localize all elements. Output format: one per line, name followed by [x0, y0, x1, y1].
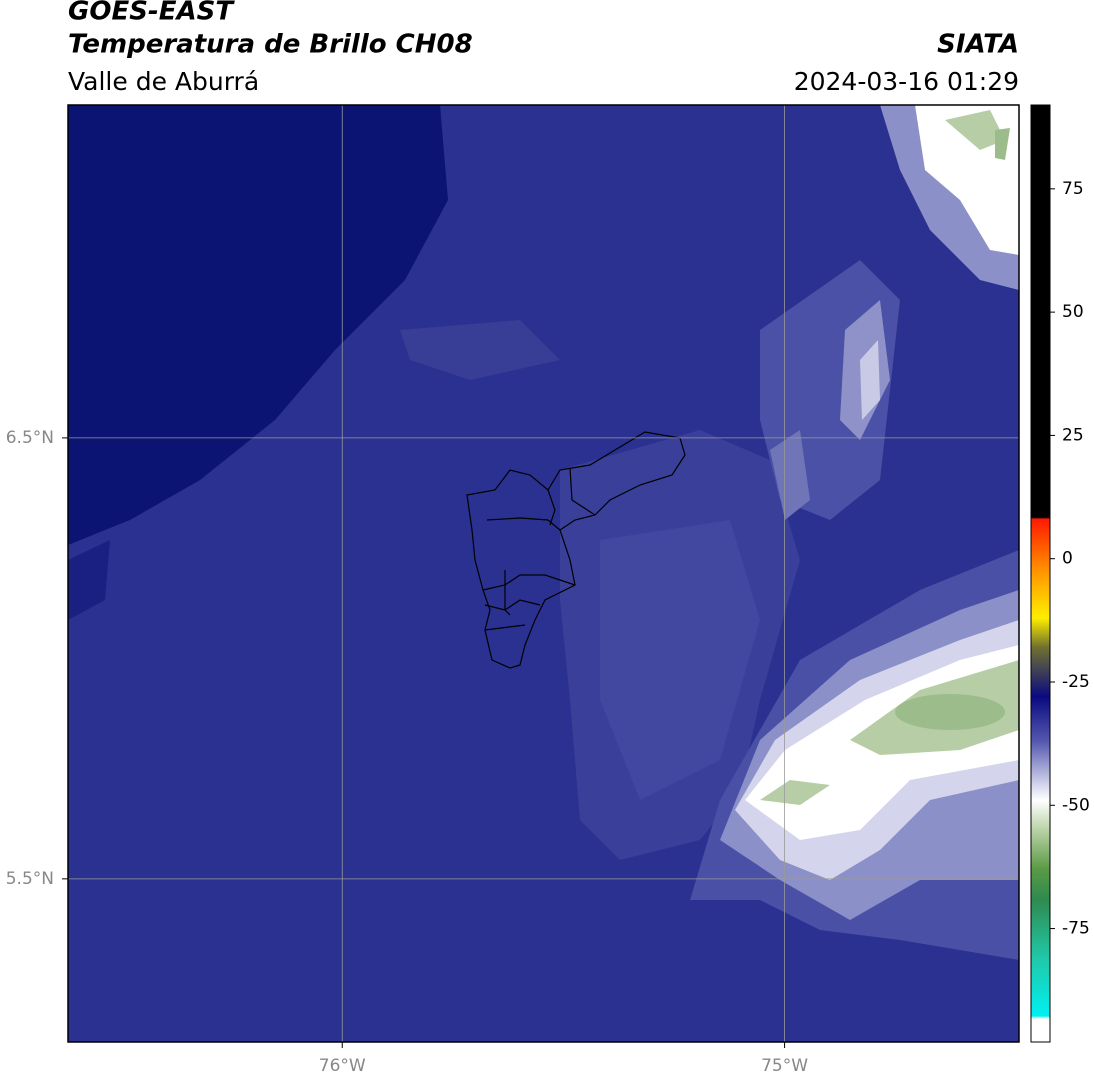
colorbar-tick-label: 75 — [1062, 179, 1084, 199]
title: GOES-EAST — [68, 0, 235, 27]
colorbar-tick-label: 25 — [1062, 425, 1084, 445]
valle-de-aburra-outline — [466, 431, 686, 669]
colorbar-tick-label: 50 — [1062, 302, 1084, 322]
source: SIATA — [937, 30, 1019, 60]
region: Valle de Aburrá — [68, 67, 259, 96]
x-tick-label: 75°W — [761, 1056, 808, 1076]
colorbar-frame — [1030, 104, 1051, 1043]
x-tick-label: 76°W — [319, 1056, 366, 1076]
y-tick-label: 5.5°N — [6, 869, 54, 889]
colorbar-fill — [1031, 105, 1050, 1042]
timestamp: 2024-03-16 01:29 — [794, 67, 1019, 96]
colorbar-tick-label: 0 — [1062, 549, 1073, 569]
colorbar-tick-label: -25 — [1062, 672, 1090, 692]
colorbar-tick-label: -50 — [1062, 795, 1090, 815]
colorbar-tick-label: -75 — [1062, 919, 1090, 939]
colorbar: 75 50 25 0 -25 -50 -75 — [1030, 104, 1090, 1043]
brightness-field — [68, 105, 1019, 1042]
y-tick-label: 6.5°N — [6, 428, 54, 448]
subtitle: Temperatura de Brillo CH08 — [68, 30, 473, 60]
map-frame — [67, 104, 1020, 1043]
